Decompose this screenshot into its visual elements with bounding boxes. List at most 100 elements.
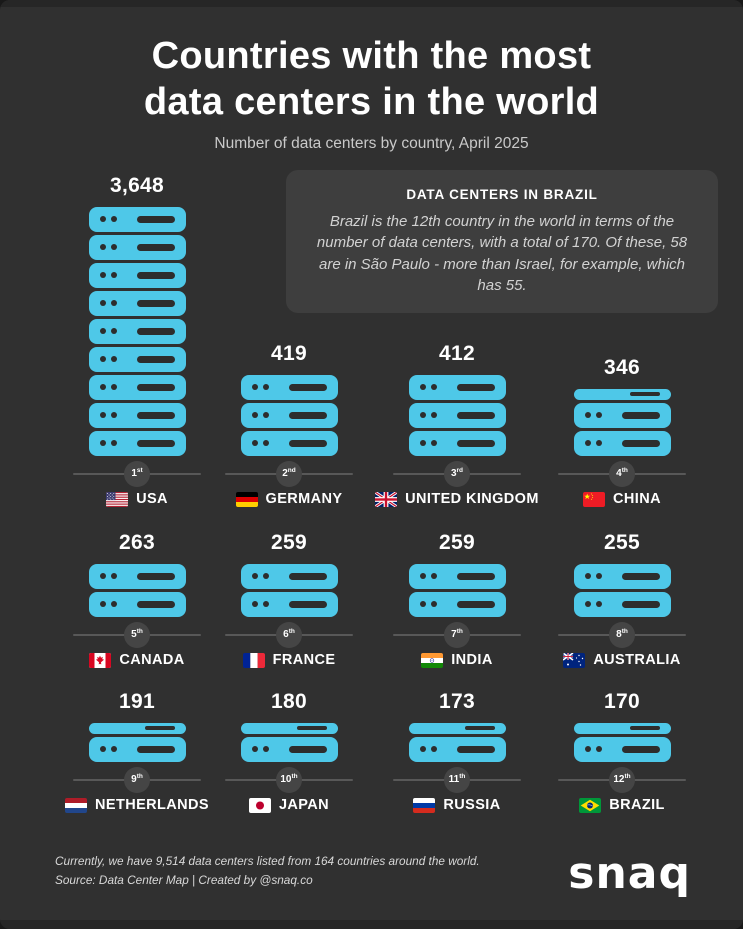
- country-name: INDIA: [451, 652, 493, 668]
- flag-au-icon: [563, 652, 586, 668]
- flag-jp-icon: [248, 797, 271, 813]
- flag-nl-icon: [65, 797, 88, 813]
- server-unit-icon: [408, 402, 506, 428]
- server-unit-icon: [408, 736, 506, 762]
- header: Countries with the most data centers in t…: [0, 0, 743, 153]
- server-unit-icon: [240, 374, 338, 400]
- country-label: FRANCE: [242, 652, 336, 668]
- footer-source: Source: Data Center Map | Created by @sn…: [55, 872, 313, 887]
- value-label: 259: [439, 531, 475, 554]
- server-unit-icon: [88, 430, 186, 456]
- flag-fr-icon: [242, 652, 265, 668]
- country-label: UNITED KINGDOM: [375, 491, 539, 507]
- country-name: NETHERLANDS: [95, 797, 209, 813]
- server-unit-icon: [408, 374, 506, 400]
- value-label: 3,648: [109, 174, 165, 197]
- server-stack-icon: [408, 562, 506, 618]
- country-name: JAPAN: [278, 797, 330, 813]
- server-unit-half-icon: [240, 722, 338, 734]
- server-stack-icon: [88, 562, 186, 618]
- flag-ca-icon: [89, 652, 112, 668]
- server-stack-icon: [573, 721, 671, 763]
- footer-note: Currently, we have 9,514 data centers li…: [55, 854, 480, 869]
- country-label: GERMANY: [235, 491, 343, 507]
- country-name: GERMANY: [265, 491, 343, 507]
- server-unit-icon: [88, 346, 186, 372]
- country-name: CHINA: [613, 491, 661, 507]
- value-label: 191: [119, 690, 155, 713]
- server-unit-icon: [573, 736, 671, 762]
- server-unit-icon: [573, 430, 671, 456]
- value-label: 255: [604, 531, 640, 554]
- flag-cn-icon: [583, 491, 606, 507]
- server-unit-icon: [88, 563, 186, 589]
- server-unit-icon: [573, 563, 671, 589]
- country-label: CHINA: [583, 491, 661, 507]
- server-stack-icon: [240, 562, 338, 618]
- server-unit-icon: [408, 563, 506, 589]
- server-unit-half-icon: [408, 722, 506, 734]
- country-name: CANADA: [119, 652, 185, 668]
- value-label: 180: [271, 690, 307, 713]
- server-stack-icon: [240, 721, 338, 763]
- country-name: AUSTRALIA: [593, 652, 681, 668]
- server-stack-icon: [408, 721, 506, 763]
- server-unit-icon: [240, 402, 338, 428]
- server-unit-icon: [408, 591, 506, 617]
- snaq-logo: snaq: [568, 848, 691, 899]
- callout-body: Brazil is the 12th country in the world …: [316, 213, 688, 294]
- server-stack-icon: [408, 373, 506, 457]
- country-label: USA: [106, 491, 168, 507]
- flag-in-icon: [421, 652, 444, 668]
- callout-title: DATA CENTERS IN BRAZIL: [406, 187, 598, 202]
- country-label: RUSSIA: [413, 797, 500, 813]
- server-stack-icon: [240, 373, 338, 457]
- flag-us-icon: [106, 491, 129, 507]
- server-unit-icon: [88, 374, 186, 400]
- country-name: BRAZIL: [609, 797, 665, 813]
- value-label: 412: [439, 342, 475, 365]
- server-unit-half-icon: [573, 388, 671, 400]
- server-unit-icon: [240, 563, 338, 589]
- server-unit-icon: [240, 430, 338, 456]
- server-unit-icon: [88, 591, 186, 617]
- value-label: 263: [119, 531, 155, 554]
- server-unit-icon: [88, 262, 186, 288]
- flag-de-icon: [235, 491, 258, 507]
- country-name: USA: [136, 491, 168, 507]
- server-unit-icon: [88, 290, 186, 316]
- brazil-callout-box: DATA CENTERS IN BRAZIL Brazil is the 12t…: [286, 170, 718, 314]
- server-unit-icon: [573, 591, 671, 617]
- flag-gb-icon: [375, 491, 398, 507]
- server-unit-icon: [240, 736, 338, 762]
- country-name: RUSSIA: [443, 797, 501, 813]
- server-unit-icon: [240, 591, 338, 617]
- server-unit-icon: [88, 736, 186, 762]
- server-unit-icon: [88, 318, 186, 344]
